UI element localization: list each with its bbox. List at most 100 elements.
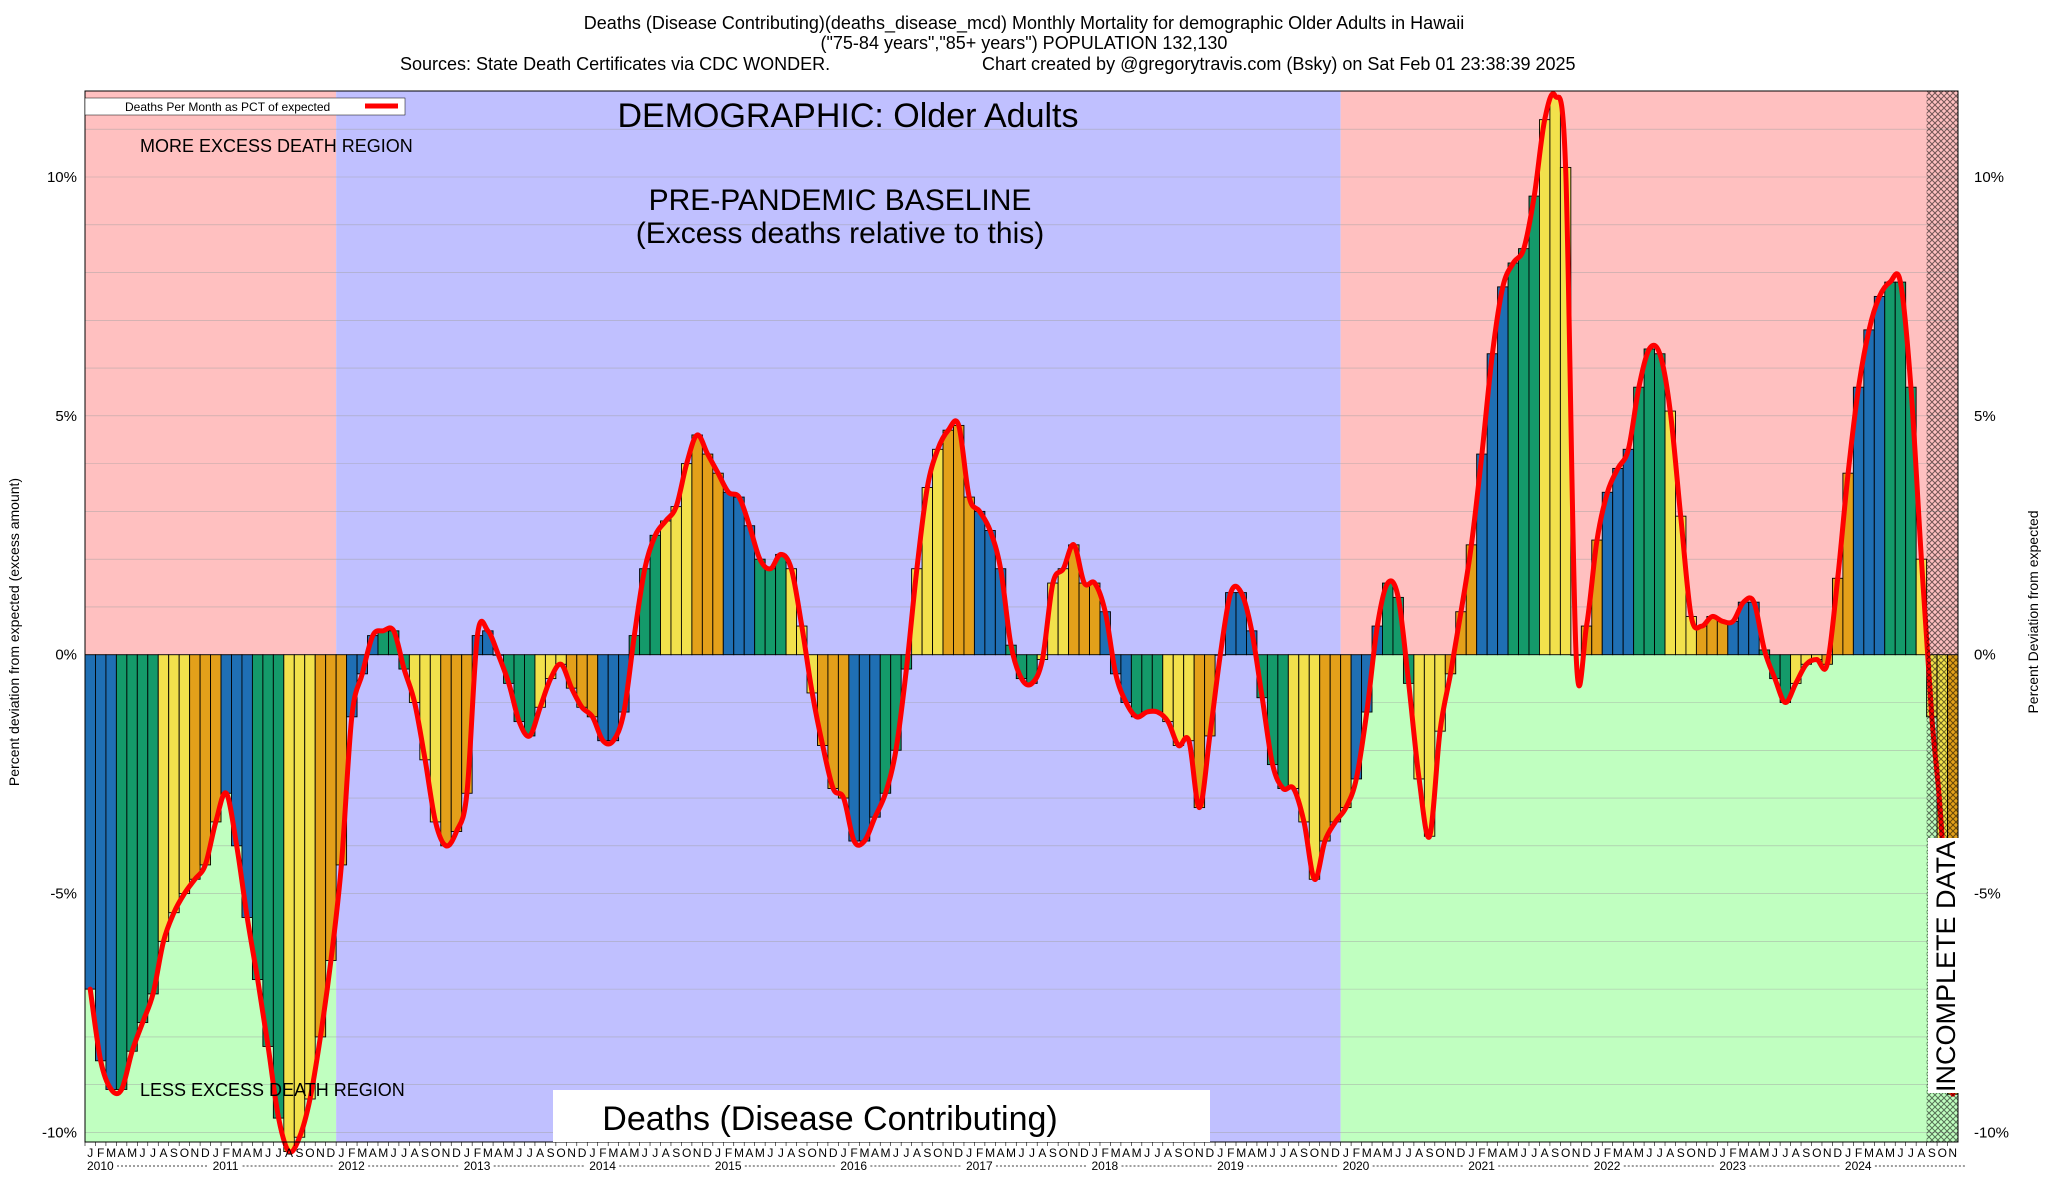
x-tick-month: M [1111, 1146, 1121, 1160]
bar [712, 472, 724, 656]
x-tick-month: J [715, 1146, 721, 1160]
bar [272, 654, 285, 1119]
x-tick-month: J [391, 1146, 397, 1160]
y-tick-label-left: -10% [42, 1124, 77, 1141]
bar [1162, 654, 1174, 723]
x-tick-month: M [1236, 1146, 1246, 1160]
bar [1078, 582, 1090, 656]
x-tick-month: M [1132, 1146, 1142, 1160]
bar [314, 654, 327, 1038]
bar [1528, 195, 1540, 656]
bar [1287, 654, 1300, 789]
x-tick-month: F [223, 1146, 230, 1160]
x-tick-month: A [1624, 1146, 1632, 1160]
x-tick-month: N [567, 1146, 576, 1160]
x-tick-month: A [536, 1146, 544, 1160]
bar [660, 520, 672, 656]
x-tick-month: M [1006, 1146, 1016, 1160]
bar [1654, 353, 1666, 656]
x-tick-month: F [1478, 1146, 1485, 1160]
x-tick-month: S [421, 1146, 429, 1160]
legend-box [84, 97, 406, 116]
x-tick-month: S [547, 1146, 555, 1160]
x-tick-month: N [1572, 1146, 1581, 1160]
bar [1863, 329, 1875, 656]
x-tick-year: 2023 [1719, 1159, 1746, 1173]
x-tick-month: N [442, 1146, 451, 1160]
x-tick-month: M [629, 1146, 639, 1160]
y-tick-label-left: 10% [47, 169, 77, 186]
x-tick-month: M [985, 1146, 995, 1160]
bar [115, 654, 128, 1090]
bar [147, 654, 159, 995]
bar [858, 654, 871, 842]
x-tick-month: J [1155, 1146, 1161, 1160]
y-tick-label-left: 0% [55, 647, 77, 664]
bar [178, 654, 191, 895]
x-tick-month: J [1646, 1146, 1652, 1160]
bar [251, 654, 264, 981]
bar [262, 654, 274, 1047]
x-tick-year: 2019 [1217, 1159, 1244, 1173]
bar [932, 448, 944, 656]
bar [1884, 281, 1896, 656]
x-tick-month: N [1823, 1146, 1832, 1160]
x-tick-month: M [1864, 1146, 1874, 1160]
x-tick-year: 2020 [1343, 1159, 1370, 1173]
bar [1151, 654, 1164, 713]
x-tick-month: J [1782, 1146, 1788, 1160]
x-tick-month: A [1876, 1146, 1884, 1160]
x-tick-year: 2024 [1845, 1159, 1872, 1173]
x-tick-month: F [97, 1146, 104, 1160]
y-axis-right: 10% 5% 0% -5% -10% [1974, 169, 2009, 1141]
x-tick-month: F [1353, 1146, 1360, 1160]
x-tick-month: A [1792, 1146, 1800, 1160]
bar [1716, 620, 1729, 656]
x-tick-month: J [1908, 1146, 1914, 1160]
x-tick-month: J [1521, 1146, 1527, 1160]
bar [963, 496, 975, 656]
bar [1308, 654, 1321, 880]
x-tick-year: 2014 [589, 1159, 616, 1173]
x-tick-month: N [1321, 1146, 1330, 1160]
x-tick-month: N [944, 1146, 953, 1160]
bar [764, 568, 777, 656]
bar [210, 654, 222, 823]
y-tick-label-right: -10% [1974, 1124, 2009, 1141]
x-tick-month: J [150, 1146, 156, 1160]
baseline-label-line1: PRE-PANDEMIC BASELINE [649, 184, 1032, 217]
x-tick-month: J [516, 1146, 522, 1160]
x-tick-month: J [1594, 1146, 1600, 1160]
x-tick-month: J [1270, 1146, 1276, 1160]
less-excess-region [1340, 654, 1958, 1142]
x-tick-month: J [1657, 1146, 1663, 1160]
bar [220, 654, 232, 794]
x-tick-month: O [1812, 1146, 1821, 1160]
bar [1873, 295, 1886, 656]
x-tick-month: J [464, 1146, 470, 1160]
x-tick-month: A [871, 1146, 879, 1160]
x-tick-month: M [880, 1146, 890, 1160]
x-tick-year: 2021 [1468, 1159, 1495, 1173]
x-tick-month: O [556, 1146, 565, 1160]
bar [304, 654, 316, 1100]
x-tick-month: A [1415, 1146, 1423, 1160]
x-tick-month: F [1729, 1146, 1736, 1160]
x-tick-month: J [265, 1146, 271, 1160]
bottom-label: Deaths (Disease Contributing) [602, 1100, 1057, 1138]
bar [1507, 262, 1519, 656]
bar [973, 510, 986, 656]
x-tick-month: F [474, 1146, 481, 1160]
x-tick-month: J [1406, 1146, 1412, 1160]
bar [1894, 281, 1907, 656]
x-tick-month: D [327, 1146, 336, 1160]
x-tick-month: D [1833, 1146, 1842, 1160]
bar [680, 463, 693, 656]
x-tick-month: M [1738, 1146, 1748, 1160]
x-tick-month: N [1195, 1146, 1204, 1160]
x-tick-month: S [1928, 1146, 1936, 1160]
x-tick-month: J [87, 1146, 93, 1160]
x-tick-month: S [1802, 1146, 1810, 1160]
x-tick-month: A [913, 1146, 921, 1160]
x-tick-month: A [1290, 1146, 1298, 1160]
